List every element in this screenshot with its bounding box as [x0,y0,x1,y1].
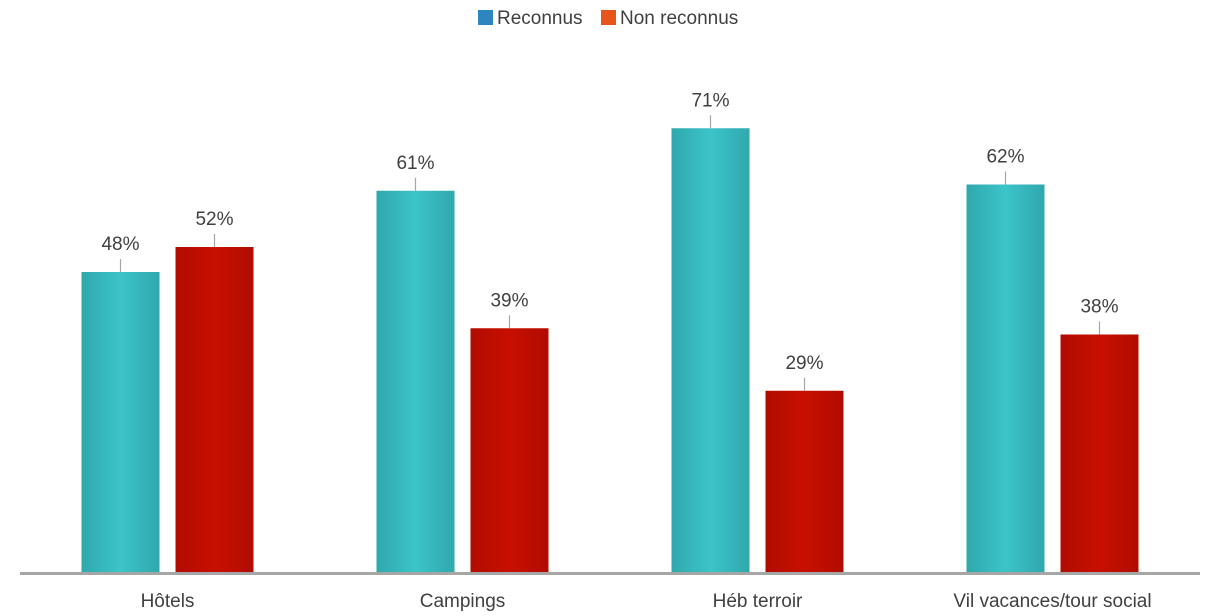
legend-label-non-reconnus: Non reconnus [620,8,738,29]
bar-reconnus-vil-vacances-tour-social [966,184,1045,572]
bar-non-reconnus-heb-terroir [765,390,844,572]
data-labels: 48% 52% 61% 39% 71% 29% 62% 38% [101,90,1118,374]
x-tick-label-hotels: Hôtels [141,591,195,612]
data-label-reconnus-campings: 61% [396,153,434,174]
bar-non-reconnus-vil-vacances-tour-social [1060,334,1139,572]
data-label-non-reconnus-campings: 39% [490,290,528,311]
bar-reconnus-heb-terroir [671,128,750,572]
x-tick-label-heb-terroir: Héb terroir [713,591,803,612]
data-label-reconnus-vil-vacances-tour-social: 62% [986,147,1024,168]
leader-lines [119,115,1101,391]
bar-non-reconnus-hotels [175,247,254,572]
data-label-non-reconnus-heb-terroir: 29% [785,353,823,374]
x-tick-label-campings: Campings [420,591,506,612]
data-label-non-reconnus-hotels: 52% [195,209,233,230]
data-label-reconnus-hotels: 48% [101,234,139,255]
data-label-non-reconnus-vil-vacances-tour-social: 38% [1080,297,1118,318]
bar-non-reconnus-campings [470,328,549,572]
bar-reconnus-campings [376,190,455,572]
x-tick-labels: Hôtels Campings Héb terroir Vil vacances/to… [141,591,1152,612]
legend-swatch-non-reconnus [601,10,616,25]
bar-reconnus-hotels [81,272,160,572]
legend-label-reconnus: Reconnus [497,8,583,29]
legend: Reconnus Non reconnus [478,8,738,29]
data-label-reconnus-heb-terroir: 71% [691,90,729,111]
x-tick-label-vil-vacances-tour-social: Vil vacances/tour social [953,591,1151,612]
bars-group [81,128,1139,572]
legend-swatch-reconnus [478,10,493,25]
